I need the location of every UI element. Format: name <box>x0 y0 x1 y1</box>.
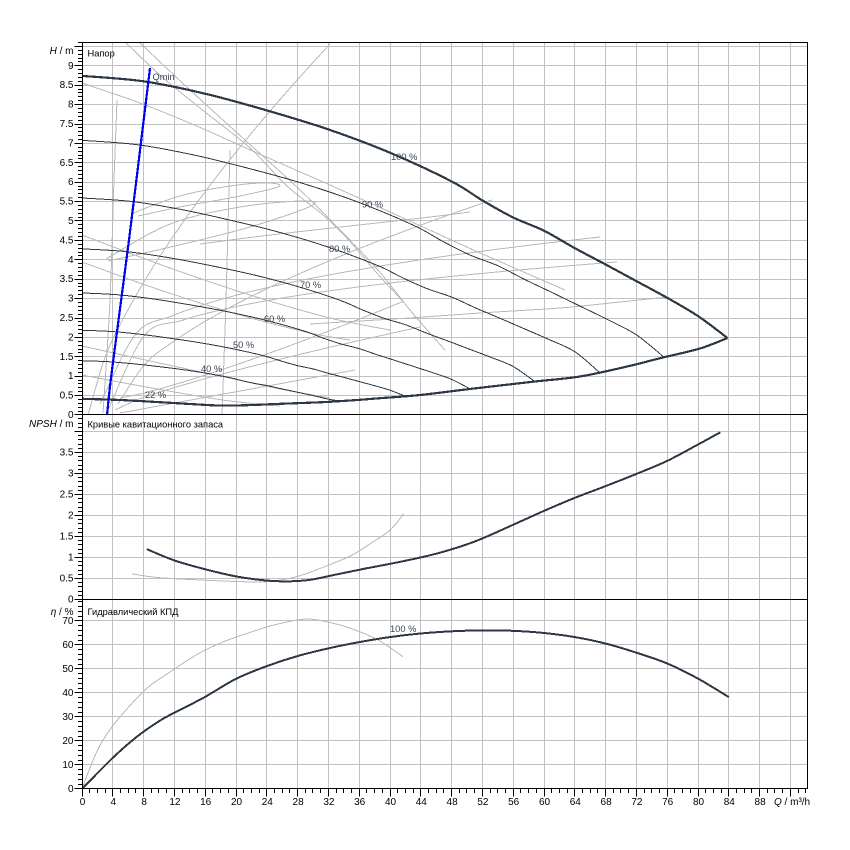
svg-text:80 %: 80 % <box>329 244 350 254</box>
svg-text:28: 28 <box>293 797 305 808</box>
svg-text:40 %: 40 % <box>201 364 222 374</box>
svg-text:1: 1 <box>68 371 74 382</box>
svg-text:16: 16 <box>200 797 212 808</box>
svg-text:0: 0 <box>68 410 74 421</box>
svg-text:60: 60 <box>539 797 551 808</box>
svg-text:56: 56 <box>508 797 520 808</box>
svg-text:5.5: 5.5 <box>60 197 74 208</box>
svg-text:60: 60 <box>62 640 74 651</box>
svg-text:H / m: H / m <box>50 46 74 57</box>
svg-text:1.5: 1.5 <box>60 532 74 543</box>
svg-text:8: 8 <box>68 100 74 111</box>
svg-text:Гидравлический КПД: Гидравлический КПД <box>88 607 180 617</box>
svg-text:70: 70 <box>62 616 74 627</box>
svg-text:20: 20 <box>62 736 74 747</box>
svg-text:7: 7 <box>68 138 74 149</box>
svg-text:68: 68 <box>601 797 613 808</box>
svg-text:7.5: 7.5 <box>60 119 74 130</box>
svg-text:1.5: 1.5 <box>60 352 74 363</box>
svg-text:0.5: 0.5 <box>60 574 74 585</box>
svg-text:6.5: 6.5 <box>60 158 74 169</box>
svg-text:2: 2 <box>68 511 74 522</box>
svg-text:100 %: 100 % <box>391 152 417 162</box>
svg-text:80: 80 <box>693 797 705 808</box>
svg-text:76: 76 <box>662 797 674 808</box>
svg-text:Q / m³/h: Q / m³/h <box>774 797 810 808</box>
svg-text:Кривые кавитационного запаса: Кривые кавитационного запаса <box>88 419 224 429</box>
svg-text:η / %: η / % <box>51 607 74 618</box>
svg-text:72: 72 <box>631 797 643 808</box>
svg-text:3.5: 3.5 <box>60 274 74 285</box>
svg-text:60 %: 60 % <box>264 314 285 324</box>
svg-text:6: 6 <box>68 177 74 188</box>
svg-text:44: 44 <box>416 797 428 808</box>
svg-text:9: 9 <box>68 61 74 72</box>
svg-text:0: 0 <box>68 784 74 795</box>
svg-text:50: 50 <box>62 664 74 675</box>
svg-text:100 %: 100 % <box>390 624 416 634</box>
svg-text:4: 4 <box>111 797 117 808</box>
svg-text:40: 40 <box>385 797 397 808</box>
svg-text:10: 10 <box>62 760 74 771</box>
svg-text:12: 12 <box>169 797 181 808</box>
svg-text:84: 84 <box>724 797 736 808</box>
svg-text:88: 88 <box>755 797 767 808</box>
svg-text:20: 20 <box>231 797 243 808</box>
svg-text:4.5: 4.5 <box>60 235 74 246</box>
svg-text:48: 48 <box>447 797 459 808</box>
svg-text:40: 40 <box>62 688 74 699</box>
svg-text:22 %: 22 % <box>145 390 166 400</box>
svg-text:70 %: 70 % <box>300 280 321 290</box>
svg-text:3: 3 <box>68 294 74 305</box>
svg-text:36: 36 <box>354 797 366 808</box>
svg-text:8.5: 8.5 <box>60 80 74 91</box>
svg-text:3: 3 <box>68 469 74 480</box>
svg-text:2.5: 2.5 <box>60 313 74 324</box>
svg-text:90 %: 90 % <box>362 200 383 210</box>
svg-text:5: 5 <box>68 216 74 227</box>
svg-text:0: 0 <box>80 797 86 808</box>
svg-text:Qmin: Qmin <box>153 72 175 82</box>
svg-text:30: 30 <box>62 712 74 723</box>
svg-text:0.5: 0.5 <box>60 391 74 402</box>
svg-text:52: 52 <box>477 797 489 808</box>
svg-text:32: 32 <box>323 797 335 808</box>
svg-text:64: 64 <box>570 797 582 808</box>
svg-text:0: 0 <box>68 595 74 606</box>
svg-text:2.5: 2.5 <box>60 490 74 501</box>
svg-text:NPSH / m: NPSH / m <box>29 419 73 430</box>
svg-text:3.5: 3.5 <box>60 448 74 459</box>
svg-text:2: 2 <box>68 332 74 343</box>
svg-text:50 %: 50 % <box>233 340 254 350</box>
svg-text:4: 4 <box>68 255 74 266</box>
svg-text:8: 8 <box>141 797 147 808</box>
svg-text:Напор: Напор <box>88 49 115 59</box>
svg-text:24: 24 <box>262 797 274 808</box>
svg-text:1: 1 <box>68 553 74 564</box>
